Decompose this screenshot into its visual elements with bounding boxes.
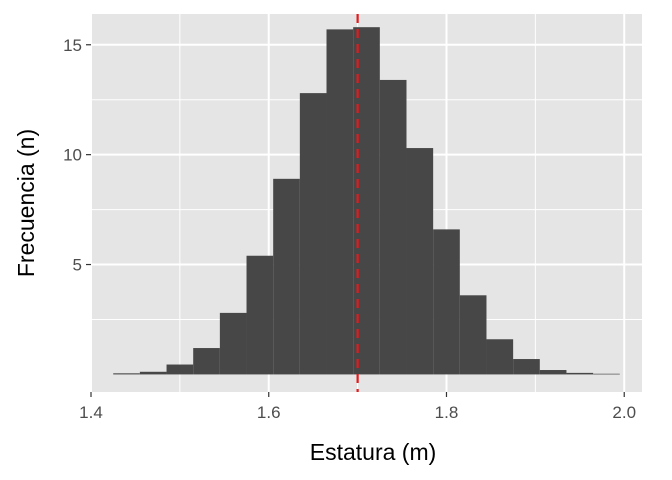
histogram-bar (299, 93, 327, 375)
histogram-bar (539, 370, 567, 375)
y-tick-label: 5 (73, 256, 82, 275)
histogram-bar (486, 339, 514, 375)
histogram-bar (326, 29, 354, 375)
histogram-bar (193, 348, 220, 375)
x-tick-label: 2.0 (612, 403, 636, 422)
y-tick-label: 15 (63, 36, 82, 55)
axes: 1.4 1.6 1.8 2.0 5 10 15 (63, 36, 636, 422)
y-tick-label: 10 (63, 146, 82, 165)
histogram-bar (459, 295, 487, 375)
x-tick-label: 1.6 (257, 403, 281, 422)
histogram-bar (219, 312, 247, 375)
histogram-bars (113, 27, 620, 375)
histogram-bar (513, 359, 540, 375)
histogram-bar (246, 255, 274, 375)
histogram-bar (113, 373, 140, 375)
y-axis-title: Frecuencia (n) (13, 129, 39, 277)
histogram-bar (433, 229, 460, 375)
histogram-bar (166, 364, 194, 375)
histogram-bar (566, 372, 594, 375)
histogram-bar (593, 373, 620, 375)
x-axis-title: Estatura (m) (310, 439, 437, 465)
histogram-bar (379, 79, 407, 375)
histogram-bar (273, 178, 300, 375)
histogram-bar (406, 148, 434, 375)
x-tick-label: 1.4 (79, 403, 103, 422)
x-tick-label: 1.8 (435, 403, 459, 422)
histogram-bar (139, 371, 167, 375)
